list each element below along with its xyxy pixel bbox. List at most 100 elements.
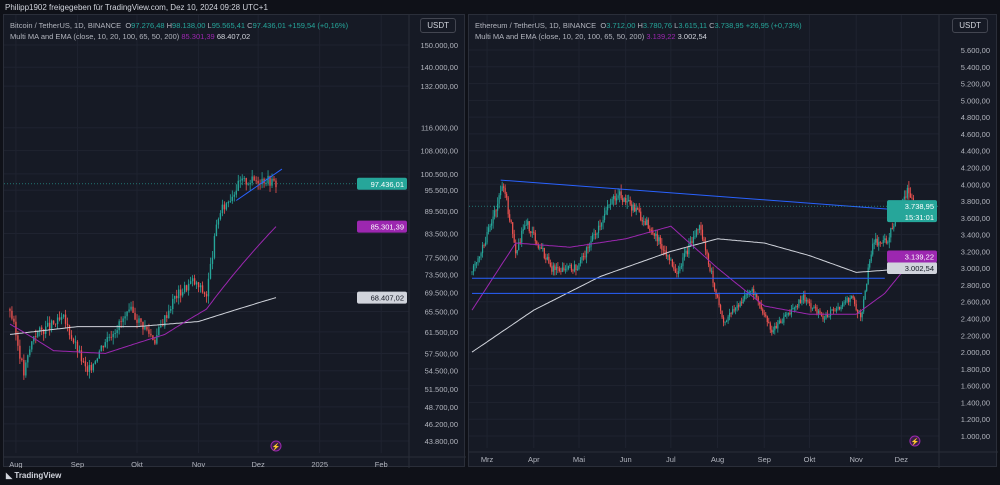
candle-body bbox=[181, 292, 184, 296]
y-tick-label: 140.000,00 bbox=[420, 63, 458, 72]
candle-body bbox=[638, 209, 640, 212]
candle-body bbox=[893, 226, 895, 229]
candle-body bbox=[112, 333, 114, 338]
candle-body bbox=[670, 259, 672, 261]
candle-body bbox=[644, 221, 646, 226]
candle-body bbox=[727, 316, 729, 321]
candle-body bbox=[694, 236, 696, 238]
candle-body bbox=[35, 336, 37, 338]
x-tick-label: Sep bbox=[758, 455, 771, 464]
candle-body bbox=[193, 278, 196, 285]
candle-body bbox=[703, 239, 705, 242]
indicator-title[interactable]: Multi MA and EMA (close, 10, 20, 100, 65… bbox=[475, 32, 645, 41]
ma-slow-price-label-bg bbox=[887, 262, 937, 275]
candle-body bbox=[879, 242, 881, 244]
candle-body bbox=[637, 208, 639, 210]
candle-body bbox=[585, 247, 588, 258]
candle-body bbox=[118, 321, 120, 331]
candle-body bbox=[124, 316, 126, 319]
share-attribution: Philipp1902 freigegeben für TradingView.… bbox=[5, 3, 268, 12]
candle-body bbox=[120, 321, 122, 323]
candle-body bbox=[594, 234, 597, 235]
candle-body bbox=[275, 180, 277, 188]
eth-candlestick-chart[interactable]: 5.600,00 5.400,00 5.200,00 5.000,00 4.800,00… bbox=[469, 15, 998, 468]
candle-body bbox=[164, 315, 166, 327]
candle-body bbox=[622, 198, 624, 202]
candle-body bbox=[116, 330, 118, 334]
y-tick-label: 5.600,00 bbox=[961, 46, 990, 55]
y-tick-label: 51.500,00 bbox=[425, 385, 458, 394]
candle-body bbox=[713, 283, 716, 290]
candle-body bbox=[537, 244, 539, 248]
candle-body bbox=[56, 317, 59, 324]
candle-body bbox=[199, 285, 202, 288]
candle-body bbox=[96, 358, 99, 362]
candle-body bbox=[492, 216, 494, 224]
candle-body bbox=[489, 225, 491, 228]
candle-body bbox=[605, 210, 607, 215]
candle-body bbox=[539, 247, 541, 249]
x-tick-label: Nov bbox=[192, 460, 206, 468]
candle-body bbox=[102, 345, 104, 348]
candle-body bbox=[156, 334, 158, 344]
candle-body bbox=[533, 231, 535, 233]
candle-body bbox=[851, 296, 853, 298]
candle-body bbox=[154, 340, 156, 344]
candle-body bbox=[524, 225, 526, 230]
x-tick-label: Okt bbox=[131, 460, 144, 468]
candle-body bbox=[531, 231, 533, 233]
candle-body bbox=[801, 299, 803, 303]
candle-body bbox=[241, 178, 243, 181]
candle-body bbox=[813, 306, 815, 309]
currency-button[interactable]: USDT bbox=[420, 18, 456, 33]
candle-body bbox=[126, 311, 128, 317]
trend-line bbox=[500, 179, 915, 212]
candle-body bbox=[652, 230, 654, 234]
y-tick-label: 1.400,00 bbox=[961, 398, 990, 407]
candle-body bbox=[878, 242, 880, 246]
btc-chart-pane[interactable]: Bitcoin / TetherUS, 1D, BINANCE O97.276,… bbox=[3, 14, 466, 468]
ma-slow-price-label: 3.002,54 bbox=[905, 264, 934, 273]
candle-body bbox=[512, 222, 514, 234]
candle-body bbox=[775, 325, 777, 329]
symbol-title[interactable]: Ethereum / TetherUS, 1D, BINANCE bbox=[475, 21, 597, 30]
x-tick-label: Aug bbox=[711, 455, 724, 464]
candle-body bbox=[769, 323, 771, 330]
candle-body bbox=[619, 191, 621, 196]
tradingview-logo[interactable]: ◣ TradingView bbox=[6, 471, 61, 480]
candle-body bbox=[134, 312, 136, 320]
y-tick-label: 43.800,00 bbox=[425, 437, 458, 446]
candle-body bbox=[50, 320, 53, 329]
indicator-value-1: 85.301,39 bbox=[181, 32, 215, 41]
btc-candlestick-chart[interactable]: 150.000,00 140.000,00 132.000,00 116.000,00… bbox=[4, 15, 466, 468]
candle-body bbox=[207, 278, 210, 297]
candle-body bbox=[566, 268, 568, 270]
candle-body bbox=[757, 297, 759, 302]
y-tick-label: 2.400,00 bbox=[961, 315, 990, 324]
candle-body bbox=[223, 204, 226, 210]
candle-body bbox=[146, 326, 148, 330]
candle-body bbox=[245, 177, 247, 185]
candle-body bbox=[593, 234, 595, 235]
candle-body bbox=[777, 323, 779, 329]
candle-body bbox=[719, 305, 722, 311]
candle-body bbox=[869, 261, 871, 268]
low-value: 95.565,41 bbox=[211, 21, 246, 30]
candle-body bbox=[848, 297, 850, 303]
candle-body bbox=[478, 256, 481, 259]
candle-body bbox=[501, 186, 503, 191]
symbol-title[interactable]: Bitcoin / TetherUS, 1D, BINANCE bbox=[10, 21, 122, 30]
candle-body bbox=[808, 301, 811, 304]
eth-chart-pane[interactable]: Ethereum / TetherUS, 1D, BINANCE O3.712,… bbox=[468, 14, 998, 468]
candle-body bbox=[846, 297, 848, 302]
candle-body bbox=[641, 220, 643, 222]
ma-fast-line bbox=[471, 225, 916, 315]
candle-body bbox=[534, 232, 536, 242]
y-tick-label: 116.000,00 bbox=[421, 124, 458, 133]
candle-body bbox=[610, 203, 612, 205]
candle-body bbox=[549, 262, 551, 267]
indicator-title[interactable]: Multi MA and EMA (close, 10, 20, 100, 65… bbox=[10, 32, 180, 41]
candle-body bbox=[700, 225, 702, 230]
candle-body bbox=[796, 305, 798, 307]
currency-button[interactable]: USDT bbox=[952, 18, 988, 33]
